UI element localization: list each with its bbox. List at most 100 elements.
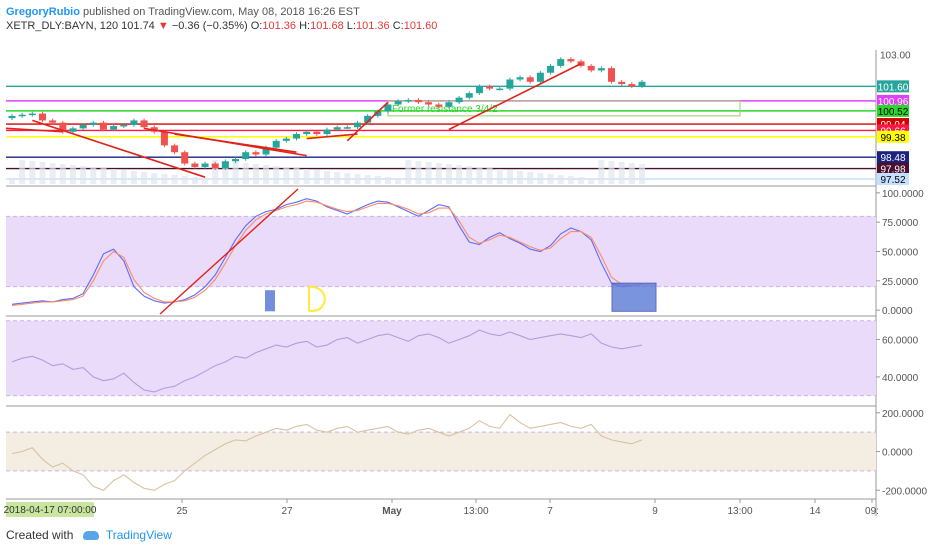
cci-series-line-0 (11, 413, 643, 491)
candle-body (272, 140, 280, 148)
volume-bar (517, 171, 524, 184)
price-tag-bg (877, 151, 909, 164)
candle-body (638, 81, 646, 87)
volume-bar (222, 161, 229, 184)
volume-bar (212, 160, 219, 184)
stoch-axis-tick: 50.0000 (882, 248, 919, 259)
price-tag-bg (877, 130, 909, 143)
volume-bar (435, 163, 442, 184)
chart-area[interactable]: Former resistance 3/4/2 103.00 101.60 100.9… (0, 34, 932, 518)
candle-body (89, 122, 97, 125)
volume-bar (578, 177, 585, 184)
volume-bar (557, 175, 564, 184)
author-name[interactable]: GregoryRubio (6, 6, 80, 18)
cci-axis-tick: -200.0000 (882, 486, 927, 497)
volume-bar (486, 168, 493, 184)
volume-bar (19, 160, 26, 184)
candle-body (587, 65, 595, 71)
volume-bar (242, 163, 249, 184)
candle-body (557, 59, 565, 66)
trendline-3 (5, 127, 63, 133)
price-tag-label: 98.48 (880, 153, 905, 164)
change-arrow: ▼ (157, 20, 169, 32)
change-value: −0.36 (−0.35%) (171, 20, 248, 32)
stochastic-oversold-box (611, 282, 657, 312)
volume-bar (80, 166, 87, 184)
tradingview-brand[interactable]: TradingView (105, 528, 172, 542)
close-value: 101.60 (403, 20, 438, 32)
stochastic-marker-rect (265, 290, 275, 312)
published-text: published on TradingView.com, May 08, 20… (83, 6, 360, 18)
candle-body (384, 104, 392, 112)
candle-body (252, 152, 260, 155)
volume-bar (334, 172, 341, 184)
volume-bar (273, 166, 280, 184)
last-price: 101.74 (121, 20, 155, 32)
candle-body (303, 131, 311, 135)
trendline-5 (346, 101, 389, 142)
volume-bar (69, 165, 76, 184)
cci-axis-tick: 200.0000 (882, 409, 924, 420)
candle-body (28, 113, 36, 116)
candle-body (547, 65, 555, 73)
stoch-band (6, 216, 876, 287)
time-axis-label: 27 (281, 506, 293, 517)
price-tag-label: 97.98 (880, 165, 905, 176)
candle-body (536, 72, 544, 82)
candle-body (99, 122, 107, 130)
rsi-axis-tick: 40.0000 (882, 373, 919, 384)
low-label: L: (346, 20, 356, 32)
volume-bar (90, 167, 97, 184)
price-axis-tick: 103.00 (880, 51, 911, 62)
open-label: O: (250, 20, 263, 32)
volume-bar (120, 170, 127, 184)
candle-body (465, 93, 473, 98)
stochastic-trendline (159, 188, 299, 315)
candle-body (49, 120, 57, 123)
trendline-6 (448, 62, 582, 131)
volume-bar (130, 171, 137, 184)
price-tag-label: 100.96 (878, 97, 909, 108)
candle-body (455, 97, 463, 103)
volume-bar (283, 167, 290, 184)
candle-body (38, 113, 46, 121)
volume-bar (303, 169, 310, 184)
price-tag-bg (877, 94, 909, 107)
footer: Created with TradingView (6, 528, 172, 542)
symbol-label[interactable]: XETR_DLY:BAYN, 120 (6, 20, 119, 32)
candle-body (608, 68, 616, 82)
candle-body (171, 145, 179, 153)
candle-body (394, 101, 402, 105)
volume-bar (100, 168, 107, 184)
volume-bar (567, 176, 574, 184)
candle-body (567, 59, 575, 62)
volume-bar (588, 178, 595, 184)
volume-bar (384, 177, 391, 184)
candle-body (526, 77, 534, 82)
candle-body (160, 131, 168, 146)
candle-body (618, 81, 626, 85)
candle-body (333, 127, 341, 130)
time-axis-label: 25 (176, 506, 188, 517)
volume-bar (476, 167, 483, 184)
candle-body (120, 124, 128, 127)
time-axis-label: 7 (547, 506, 553, 517)
candle-body (211, 163, 219, 169)
candle-body (232, 159, 240, 162)
volume-bar (598, 160, 605, 184)
candle-body (313, 131, 321, 135)
volume-bar (354, 174, 361, 184)
candle-body (8, 115, 16, 119)
candle-body (262, 147, 270, 155)
candle-body (282, 138, 290, 141)
volume-bar (364, 175, 371, 184)
candle-body (435, 104, 443, 107)
cci-axis-tick: 0.0000 (882, 448, 913, 459)
candle-body (475, 86, 483, 94)
candle-body (445, 102, 453, 107)
volume-bar (344, 173, 351, 184)
price-tag-bg (877, 124, 909, 137)
stoch-axis-tick: 25.0000 (882, 277, 919, 288)
trendline-2 (174, 133, 297, 153)
symbol-line: XETR_DLY:BAYN, 120 101.74 ▼ −0.36 (−0.35… (6, 20, 437, 32)
